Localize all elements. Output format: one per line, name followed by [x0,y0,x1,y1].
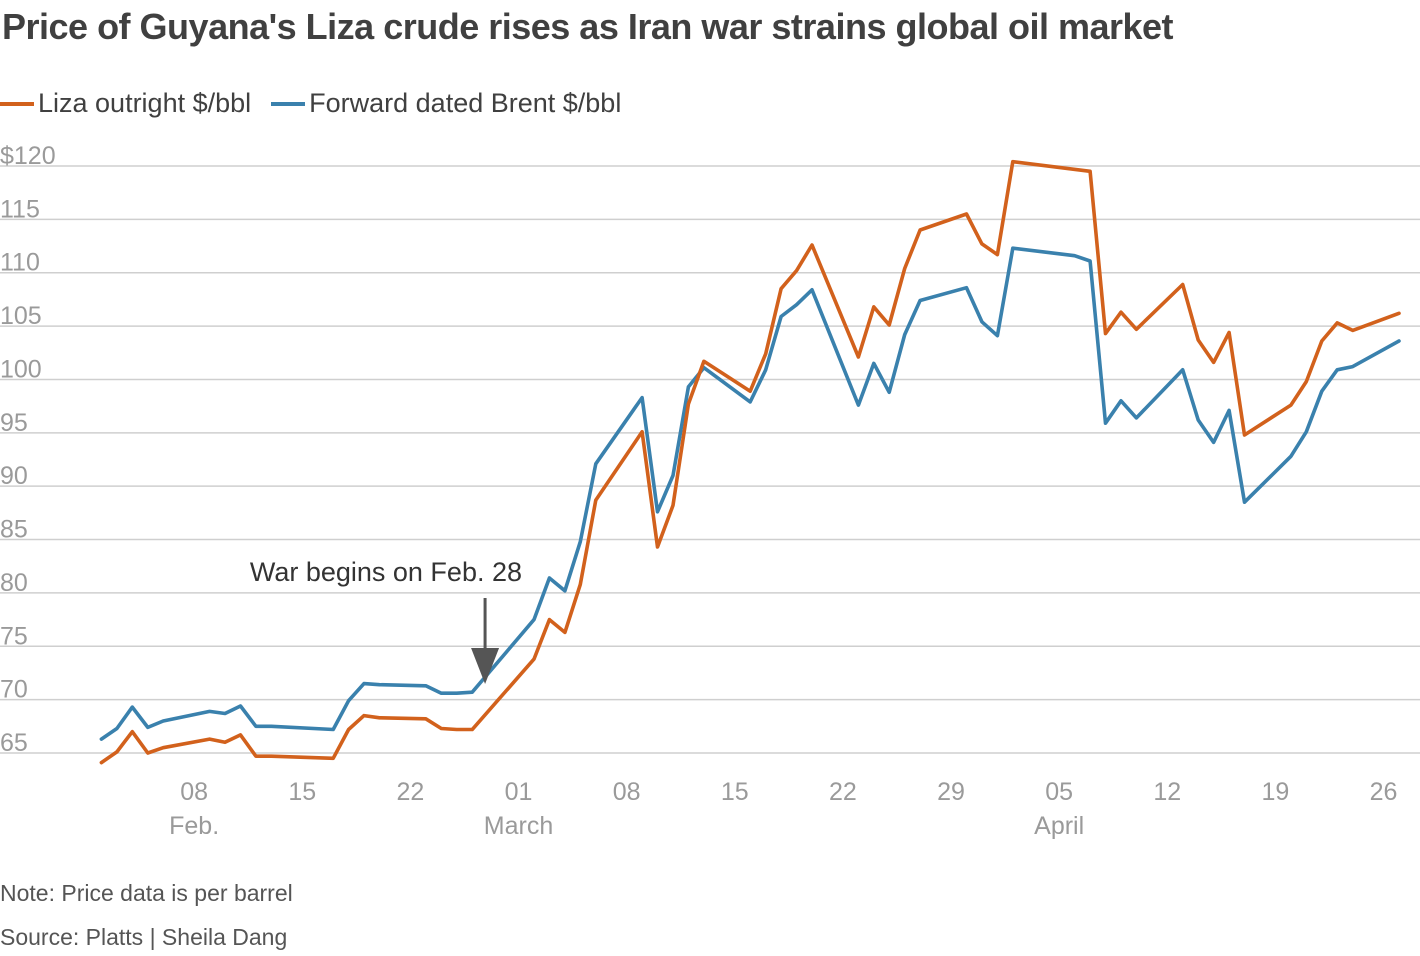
y-tick-label-11: 65 [0,729,28,757]
annotation-arrow-head [471,648,500,684]
x-month-label-3: March [484,812,553,840]
y-tick-label-5: 95 [0,409,28,437]
y-tick-label-3: 105 [0,302,42,330]
chart-source: Source: Platts | Sheila Dang [0,924,288,950]
y-tick-label-1: 115 [0,195,40,223]
legend-swatch-liza [0,101,34,106]
annotation-label: War begins on Feb. 28 [250,557,522,587]
x-tick-label-10: 19 [1262,778,1290,806]
x-tick-label-2: 22 [396,778,424,806]
legend-item-liza: Liza outright $/bbl [0,88,251,119]
legend-label-brent: Forward dated Brent $/bbl [309,88,622,118]
x-month-label-8: April [1034,812,1084,840]
x-tick-label-1: 15 [288,778,316,806]
legend-swatch-brent [271,101,306,106]
x-tick-label-7: 29 [937,778,965,806]
x-tick-label-5: 15 [721,778,749,806]
y-tick-label-9: 75 [0,622,28,650]
x-tick-label-3: 01 [505,778,533,806]
legend-item-brent: Forward dated Brent $/bbl [271,88,621,119]
y-tick-label-6: 90 [0,462,28,490]
y-tick-label-7: 85 [0,516,28,544]
legend: Liza outright $/bbl Forward dated Brent … [0,88,641,119]
x-tick-label-0: 08 [180,778,208,806]
legend-label-liza: Liza outright $/bbl [38,88,252,118]
x-tick-label-4: 08 [613,778,641,806]
chart-note: Note: Price data is per barrel [0,880,293,906]
x-tick-label-9: 12 [1153,778,1181,806]
series-line-0 [99,159,1401,765]
y-tick-label-10: 70 [0,676,28,704]
y-tick-label-2: 110 [0,249,40,277]
line-chart: $120 115 110 105 100 95 90 85 80 75 70 65 08 Feb. 15 22… [0,142,1420,840]
y-tick-label-4: 100 [0,355,42,383]
x-tick-label-8: 05 [1045,778,1073,806]
y-tick-label-8: 80 [0,569,28,597]
chart-title: Price of Guyana's Liza crude rises as Ir… [2,6,1174,47]
x-month-label-0: Feb. [169,812,219,840]
series-line-1 [99,246,1401,741]
y-tick-label-0: $120 [0,142,56,170]
x-tick-label-6: 22 [829,778,857,806]
x-tick-label-11: 26 [1370,778,1398,806]
